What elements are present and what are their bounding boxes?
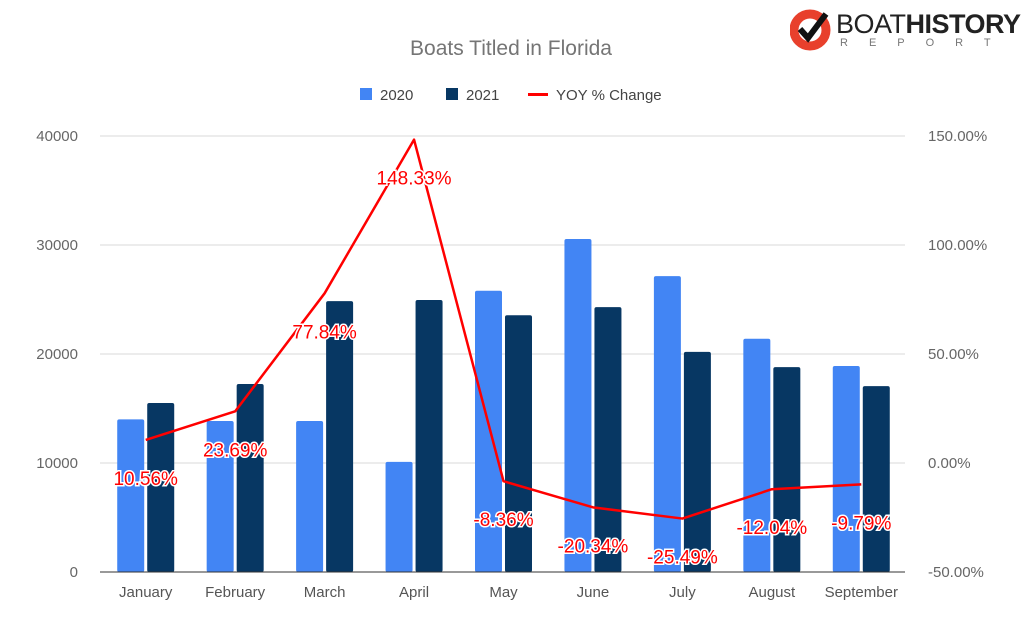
x-tick-label: April [399, 584, 429, 601]
bar-2020 [743, 338, 771, 572]
x-tick-label: February [205, 584, 266, 601]
bar-2021 [147, 403, 175, 572]
data-label: 77.84% [292, 322, 357, 343]
legend-swatch [528, 93, 548, 96]
x-tick-label: May [489, 584, 518, 601]
bar-2021 [505, 315, 532, 572]
data-label: 148.33% [377, 169, 452, 190]
bar-2021 [415, 300, 443, 572]
data-label: -20.34% [558, 536, 629, 557]
left-tick-label: 40000 [36, 128, 78, 145]
bar-2020 [385, 461, 413, 572]
right-tick-label: 0.00% [928, 455, 971, 472]
bar-2021 [862, 386, 890, 572]
logo-subtext: REPORT [840, 37, 1012, 49]
x-tick-label: September [825, 584, 898, 601]
yoy-line [145, 138, 862, 520]
legend-swatch [446, 88, 458, 100]
x-tick-label: January [119, 584, 173, 601]
bar-2020 [117, 419, 145, 572]
legend-label: 2021 [466, 87, 499, 104]
bar-2021 [236, 383, 264, 572]
right-tick-label: 50.00% [928, 346, 979, 363]
logo-text: BOAT [836, 9, 906, 39]
x-tick-label: June [577, 584, 610, 601]
right-tick-label: 100.00% [928, 237, 987, 254]
right-tick-label: -50.00% [928, 564, 984, 581]
left-tick-label: 30000 [36, 237, 78, 254]
x-tick-label: August [748, 584, 796, 601]
legend-label: 2020 [380, 87, 413, 104]
data-label: 10.56% [113, 469, 178, 490]
bar-2021 [683, 351, 711, 572]
data-label: -25.49% [647, 548, 718, 569]
bar-2021 [594, 307, 622, 572]
logo: BOATHISTORY REPORT [790, 8, 1022, 51]
bar-2020 [475, 290, 502, 572]
bar-2020 [206, 421, 234, 572]
bar-2021 [326, 301, 354, 572]
data-label: 23.69% [203, 440, 268, 461]
left-tick-label: 10000 [36, 455, 78, 472]
life-ring-check-icon [790, 9, 831, 51]
left-tick-label: 0 [70, 564, 78, 581]
chart-title: Boats Titled in Florida [410, 37, 612, 60]
logo-text-bold: HISTORY [905, 9, 1022, 39]
left-tick-label: 20000 [36, 346, 78, 363]
legend-swatch [360, 88, 372, 100]
right-tick-label: 150.00% [928, 128, 987, 145]
bar-2020 [296, 421, 324, 572]
bar-2021 [773, 367, 801, 572]
x-tick-label: March [304, 584, 346, 601]
data-label: -9.79% [831, 513, 891, 534]
data-label: -12.04% [736, 518, 807, 539]
bar-2020 [832, 365, 860, 572]
legend-label: YOY % Change [556, 87, 662, 104]
x-tick-label: July [669, 584, 696, 601]
data-label: -8.36% [473, 510, 533, 531]
bar-2020 [653, 276, 681, 572]
bar-2020 [564, 239, 592, 572]
